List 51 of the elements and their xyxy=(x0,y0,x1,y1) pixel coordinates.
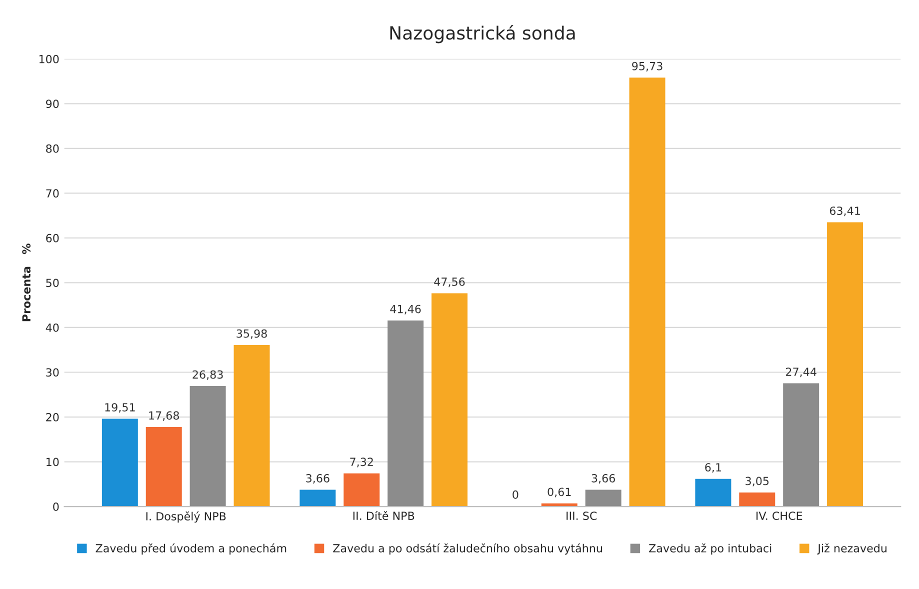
bar xyxy=(783,383,820,507)
data-label: 27,44 xyxy=(786,368,816,378)
bar xyxy=(432,293,468,507)
bar xyxy=(388,320,424,507)
x-tick-label: I. Dospělý NPB xyxy=(146,511,226,523)
data-label: 3,66 xyxy=(592,474,615,484)
y-tick-label: 30 xyxy=(46,368,59,377)
y-tick-label: 0 xyxy=(53,502,59,511)
data-label: 63,41 xyxy=(830,206,860,216)
data-label: 3,05 xyxy=(746,476,769,486)
y-tick-label: 40 xyxy=(46,323,59,332)
bar xyxy=(190,386,226,507)
y-tick-label: 60 xyxy=(46,234,59,242)
legend-label: Zavedu před úvodem a ponechám xyxy=(96,543,286,555)
x-tick-label: III. SC xyxy=(566,512,597,520)
data-label: 41,46 xyxy=(390,304,421,314)
data-label: 47,56 xyxy=(434,278,465,288)
bar xyxy=(629,78,666,507)
bar xyxy=(234,345,270,507)
y-tick-label: 70 xyxy=(46,189,59,198)
y-tick-label: 100 xyxy=(39,54,59,64)
legend-label: Zavedu až po intubaci xyxy=(649,543,772,555)
data-label: 17,68 xyxy=(149,411,180,421)
data-label: 7,32 xyxy=(350,458,373,468)
chart-title: Nazogastrická sonda xyxy=(390,25,575,44)
y-axis-title: Procenta % xyxy=(22,244,31,322)
data-label: 95,73 xyxy=(632,62,662,72)
data-label: 35,98 xyxy=(236,329,267,339)
data-label: 0 xyxy=(512,490,518,499)
data-label: 3,66 xyxy=(306,474,330,484)
bar xyxy=(695,478,732,507)
y-tick-label: 50 xyxy=(46,278,59,288)
bar xyxy=(827,222,864,507)
bar xyxy=(102,418,138,507)
legend-label: Již nezavedu xyxy=(817,543,886,555)
y-tick-label: 90 xyxy=(46,100,59,108)
data-label: 6,1 xyxy=(705,463,721,473)
data-label: 0,61 xyxy=(548,488,571,498)
bar xyxy=(585,490,622,507)
y-tick-label: 20 xyxy=(46,412,59,422)
y-tick-label: 10 xyxy=(46,458,59,466)
data-label: 26,83 xyxy=(192,370,223,380)
y-tick-label: 80 xyxy=(46,144,59,153)
data-label: 19,51 xyxy=(105,403,135,413)
x-tick-label: II. Dítě NPB xyxy=(353,510,414,520)
bar xyxy=(146,426,182,507)
bar xyxy=(344,473,380,507)
legend-label: Zavedu a po odsátí žaludečního obsahu vytáhnu xyxy=(333,543,602,555)
bar xyxy=(739,492,776,507)
x-tick-label: IV. CHCE xyxy=(756,512,802,520)
bar xyxy=(300,490,336,507)
